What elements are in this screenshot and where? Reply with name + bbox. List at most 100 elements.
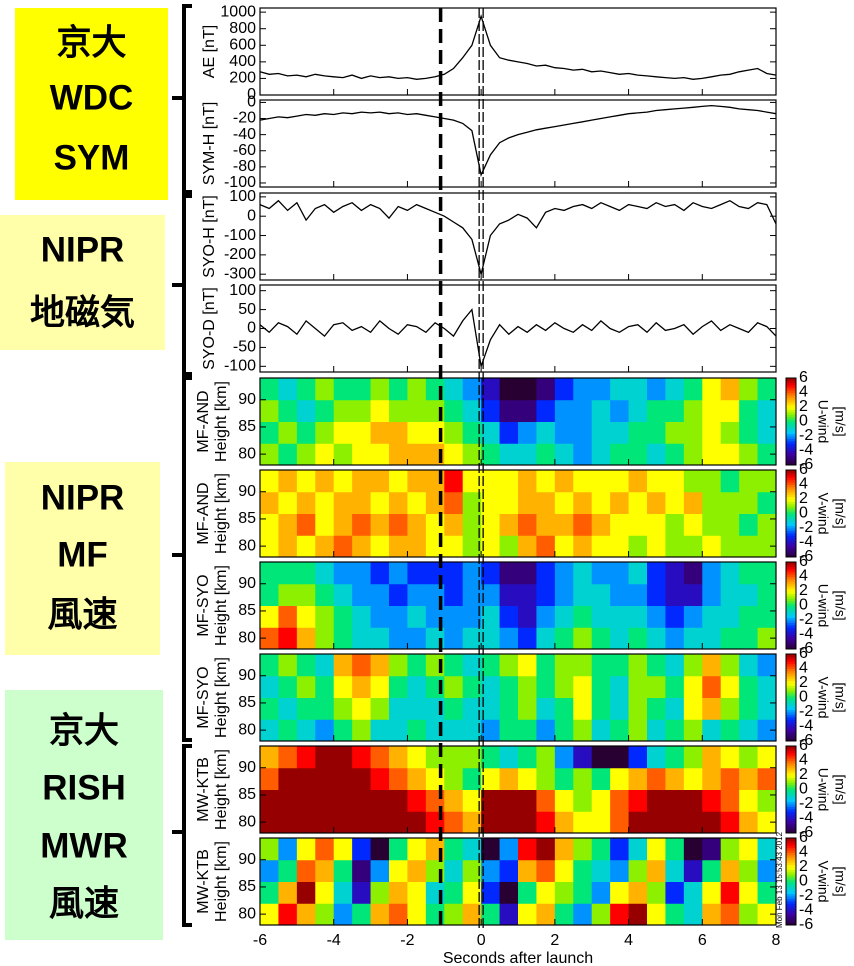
colorbar-segment [786,842,796,846]
colorbar-tick-label: -4 [799,534,813,551]
heatmap-cell [647,859,666,882]
heatmap-cell [315,562,335,585]
colorbar-segment [786,542,796,546]
colorbar-segment [786,879,796,882]
colorbar-segment [786,627,796,631]
group-label: NIPR [41,230,125,269]
heatmap-cell [389,654,408,677]
heatmap-cell [573,443,593,466]
colorbar-tick-label: 0 [799,689,808,706]
colorbar-segment [786,726,796,730]
heatmap-cell [278,470,298,493]
colorbar-label: [m/s] [832,406,848,436]
colorbar-segment [786,845,796,849]
colorbar-segment [786,777,796,781]
heatmap-cell [499,697,519,720]
heatmap-cell [720,675,740,698]
heatmap-cell [499,767,519,790]
heatmap-cell [536,627,556,650]
colorbar-segment [786,876,796,880]
colorbar-segment [786,515,796,519]
heatmap-cell [647,675,666,698]
heatmap-cell [444,881,464,904]
heatmap-cell [278,675,298,698]
heatmap-cell [260,811,279,834]
heatmap-cell [720,443,740,466]
heatmap-cell [591,535,611,558]
heatmap-cell [260,838,279,861]
colorbar-segment [786,603,796,606]
heatmap-cell [481,719,501,742]
heatmap-cell [333,562,353,585]
group-box [5,690,163,940]
colorbar-segment [786,532,796,536]
colorbar-tick-label: 6 [799,737,808,754]
heatmap-cell [665,811,685,834]
heatmap-cell [536,675,556,698]
heatmap-cell [518,605,537,628]
heatmap-cell [296,583,316,606]
colorbar-segment [786,719,796,723]
y-tick-label: -80 [233,158,256,175]
heatmap-cell [683,675,703,698]
line [259,199,777,275]
heatmap-cell [702,421,722,444]
line [259,308,777,367]
colorbar-segment [786,445,796,449]
heatmap-cell [370,746,390,769]
heatmap-cell [757,697,777,720]
heatmap-cell [647,443,666,466]
heatmap-cell [481,443,501,466]
colorbar-segment [786,801,796,805]
heatmap-cell [554,789,574,812]
heatmap-cell [499,859,519,882]
heatmap-cell [296,838,316,861]
colorbar-segment [786,912,796,916]
colorbar-tick-label: -6 [799,548,813,565]
colorbar-segment [786,758,796,761]
heatmap-cell [407,562,427,585]
heatmap-cell [444,767,464,790]
heatmap-cell [683,399,703,422]
heatmap-cell [370,903,390,926]
heatmap-cell [444,654,464,677]
heatmap-cell [444,627,464,650]
colorbar-label: [m/s] [832,498,848,528]
heatmap-cell [315,421,335,444]
heatmap-cell [610,697,630,720]
heatmap-cell [499,605,519,628]
heatmap-cell [665,421,685,444]
heatmap-cell [315,767,335,790]
heatmap-cell [333,491,353,514]
heatmap-cell [389,421,408,444]
heatmap-cell [352,583,372,606]
y-tick-label: 90 [238,391,256,408]
heatmap-cell [702,767,722,790]
heatmap-cell [683,903,703,926]
colorbar-tick-label: -4 [799,810,813,827]
heatmap-cell [757,513,777,536]
heatmap-cell [407,378,427,401]
panel: 100 0 -100 -200 -300 SYO-H [nT] [201,188,777,282]
heatmap-cell [407,399,427,422]
heatmap-cell [444,719,464,742]
heatmap-cell [481,513,501,536]
heatmap-cell [665,903,685,926]
heatmap-cell [665,838,685,861]
heatmap-cell [260,654,279,677]
colorbar-segment [786,508,796,512]
heatmap-cell [499,903,519,926]
heatmap-cell [720,535,740,558]
colorbar-segment [786,808,796,812]
plot-frame [259,653,777,742]
heatmap-cell [481,470,501,493]
heatmap-cell [647,789,666,812]
heatmap-cell [315,627,335,650]
heatmap-cell [610,583,630,606]
colorbar-segment [786,431,796,435]
heatmap-cell [444,859,464,882]
heatmap-cell [554,859,574,882]
